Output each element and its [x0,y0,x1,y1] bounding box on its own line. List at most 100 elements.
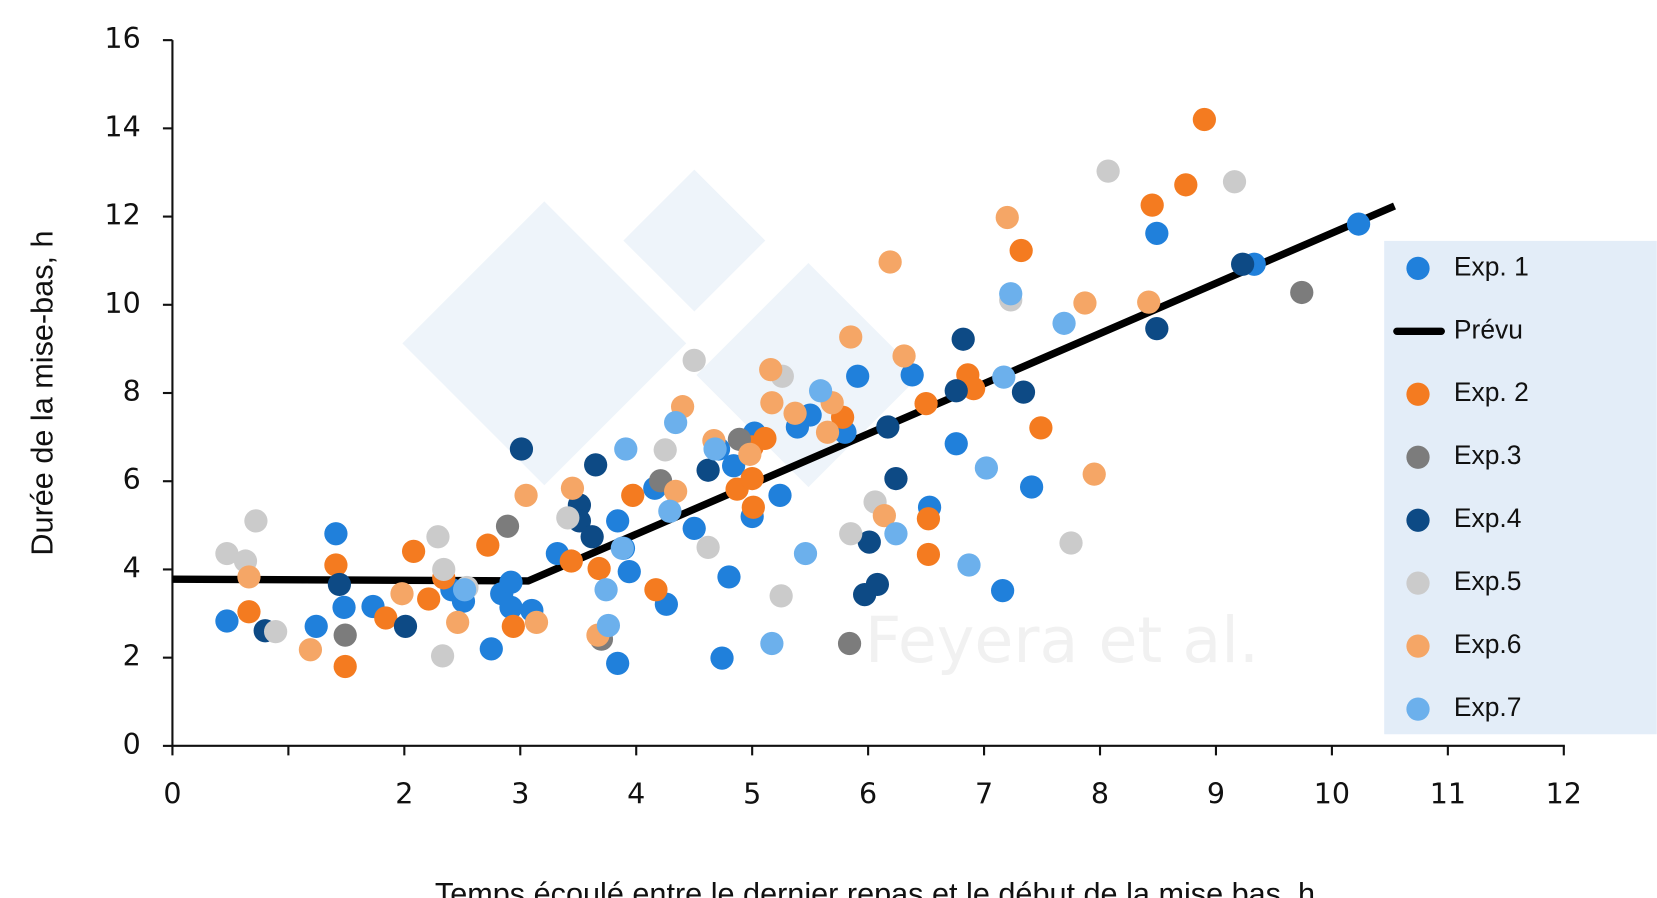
scatter-point [1145,221,1169,245]
scatter-point [876,415,900,439]
legend-label: Exp.3 [1454,440,1522,470]
y-tick-label: 12 [104,199,140,232]
scatter-point [1052,311,1076,335]
scatter-point [721,454,746,478]
scatter-point [610,536,634,560]
scatter-point [432,557,456,582]
scatter-point [327,572,352,597]
y-tick-label: 0 [123,728,141,761]
legend-label: Exp.6 [1454,629,1522,659]
y-tick-label: 10 [104,287,140,320]
scatter-point [452,578,477,602]
scatter-point [916,507,941,531]
scatter-point [664,479,688,503]
scatter-point [740,466,764,491]
scatter-point [1145,316,1169,341]
scatter-point [479,637,503,661]
scatter-point [768,483,792,507]
scatter-point [808,379,833,403]
scatter-point [944,379,968,403]
legend-marker [1406,697,1430,721]
scatter-point [304,614,328,638]
scatter-point [514,483,538,507]
y-tick-label: 6 [123,463,141,496]
scatter-point [333,654,357,679]
scatter-point [499,570,523,594]
scatter-point [215,541,239,566]
legend-marker [1406,508,1430,532]
legend-label: Exp.4 [1454,503,1522,533]
scatter-point [884,466,908,491]
scatter-point [916,542,941,567]
scatter-point [682,348,706,372]
scatter-point [324,522,348,546]
scatter-point [580,525,604,549]
scatter-point [900,363,924,387]
legend-marker [1406,382,1430,406]
scatter-point [846,364,870,388]
scatter-point [1009,238,1033,263]
x-tick-label: 5 [743,778,761,811]
scatter-point [999,282,1023,306]
scatter-point [962,376,986,401]
scatter-point [215,609,239,633]
scatter-point [1096,159,1120,183]
scatter-point [992,365,1016,389]
scatter-point [884,522,908,546]
scatter-point [417,587,441,611]
scatter-point [244,509,268,533]
scatter-point [995,205,1019,230]
scatter-point [374,606,398,630]
scatter-point [298,638,323,662]
scatter-point [495,514,520,538]
y-tick-label: 14 [104,110,140,143]
scatter-point [872,504,896,528]
scatter-point [1082,462,1106,486]
scatter-point [1019,475,1044,499]
scatter-point [333,623,357,647]
x-tick-label: 7 [975,778,993,811]
scatter-point [617,560,641,584]
scatter-point [644,578,668,602]
scatter-point [1073,291,1097,315]
x-tick-label: 2 [395,778,413,811]
scatter-point [990,578,1015,603]
scatter-point [1011,380,1036,404]
scatter-point [587,556,611,581]
scatter-point [892,344,916,368]
scatter-point [446,610,470,634]
scatter-point [682,516,706,541]
y-tick-label: 2 [123,640,141,673]
scatter-point [1222,170,1247,194]
scatter-point [1029,416,1053,440]
y-axis-title: Durée de la mise-bas, h [26,230,60,555]
legend-label: Exp. 2 [1454,377,1529,407]
scatter-point [1346,212,1371,236]
scatter-point [914,391,938,416]
scatter-point [741,495,765,519]
x-tick-label: 3 [511,778,529,811]
scatter-point [560,476,585,500]
scatter-point [957,553,981,577]
scatter-point [696,535,720,560]
scatter-point [658,499,682,523]
scatter-point [738,442,762,466]
scatter-point [1059,531,1083,555]
scatter-point [710,646,734,670]
legend-label: Exp. 1 [1454,251,1529,281]
scatter-point [584,453,608,477]
legend-label: Exp.5 [1454,566,1522,596]
scatter-point [596,613,621,638]
scatter-point [839,522,863,546]
scatter-point [556,506,580,530]
scatter-point [793,541,818,566]
x-tick-label: 11 [1430,778,1466,811]
scatter-point [430,644,455,668]
legend-marker [1406,634,1430,658]
scatter-point [760,391,784,415]
scatter-point [753,426,777,451]
x-tick-label: 0 [163,778,181,811]
scatter-point [865,572,890,597]
scatter-point [426,525,450,549]
